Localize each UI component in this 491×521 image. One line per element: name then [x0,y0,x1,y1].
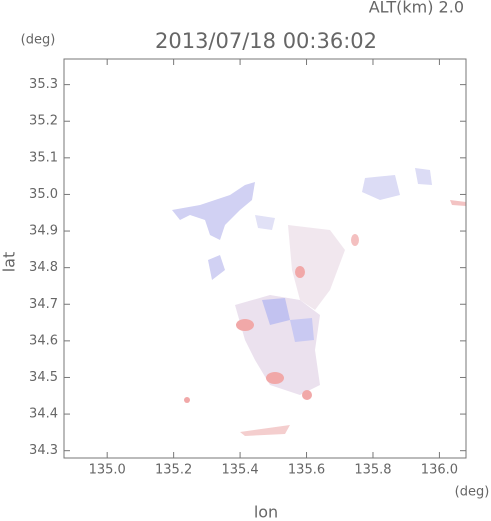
x-tick-label: 136.0 [421,463,458,478]
echo [240,425,290,436]
echo [255,215,275,230]
echo [184,397,190,403]
x-tick-label: 135.6 [288,463,325,478]
x-tick-label: 135.8 [354,463,391,478]
echo [450,200,466,206]
x-axis-label: lon [254,503,278,521]
y-tick-label: 34.3 [29,443,58,458]
echo [290,318,314,342]
echo [236,319,254,331]
y-tick-label: 35.0 [29,187,58,202]
x-tick-label: 135.2 [155,463,192,478]
echo [302,390,312,400]
echo [362,175,400,200]
y-tick-label: 34.6 [29,333,58,348]
plot-frame [63,58,467,459]
y-unit: (deg) [21,33,56,48]
y-axis-label: lat [0,252,19,273]
y-tick-label: 35.1 [29,150,58,165]
x-tick-label: 135.4 [221,463,258,478]
y-tick-label: 35.2 [29,114,58,129]
echo [262,298,290,325]
y-tick-label: 34.5 [29,370,58,385]
y-tick-label: 35.3 [29,77,58,92]
echo-field [172,168,466,436]
altitude: ALT(km) 2.0 [369,0,464,17]
x-tick-label: 135.0 [89,463,126,478]
echo [208,255,225,280]
chart-title: 2013/07/18 00:36:02 [155,29,377,53]
echo [266,372,284,384]
x-unit: (deg) [455,485,490,500]
y-tick-label: 34.4 [29,407,58,422]
y-tick-label: 34.9 [29,224,58,239]
echo [415,168,432,185]
echo [172,182,255,240]
echo [351,234,359,246]
echo [288,225,345,310]
y-tick-label: 34.7 [29,297,58,312]
y-tick-label: 34.8 [29,260,58,275]
echo [295,266,305,278]
